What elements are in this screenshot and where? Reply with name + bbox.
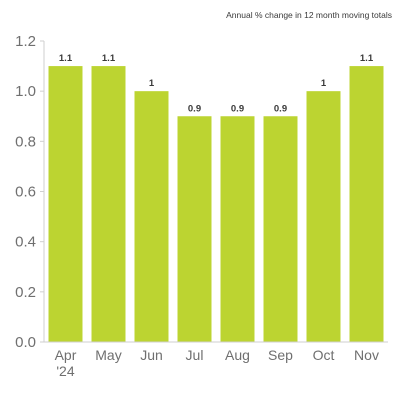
chart-subtitle: Annual % change in 12 month moving total… xyxy=(226,10,392,20)
y-tick-label: 0.6 xyxy=(15,184,36,201)
x-tick-label: Oct xyxy=(313,347,335,363)
data-label: 1 xyxy=(149,78,155,89)
data-label: 1.1 xyxy=(360,53,374,64)
bars-group: 1.1 1.1 1 0.9 0.9 0.9 1 1.1 xyxy=(48,53,384,343)
bar xyxy=(177,116,212,342)
x-tick-label: Aug xyxy=(225,347,250,363)
data-label: 0.9 xyxy=(231,103,244,114)
x-tick-label: Sep xyxy=(268,347,293,363)
x-tick-label: Nov xyxy=(354,347,379,363)
data-label: 1.1 xyxy=(102,53,116,64)
bar xyxy=(349,66,384,342)
bar xyxy=(134,91,169,343)
data-label: 0.9 xyxy=(274,103,287,114)
bar xyxy=(48,66,83,342)
y-tick-label: 0.2 xyxy=(15,284,36,301)
y-tick-label: 1.2 xyxy=(15,33,36,50)
x-tick-label: Jun xyxy=(140,347,163,363)
y-tick-label: 0.0 xyxy=(15,334,36,351)
y-axis: 0.0 0.2 0.4 0.6 0.8 1.0 1.2 xyxy=(15,33,45,351)
x-tick-label: Apr '24 xyxy=(55,347,77,379)
bar xyxy=(263,116,298,342)
x-tick-label: Jul xyxy=(186,347,204,363)
data-label: 0.9 xyxy=(188,103,201,114)
x-axis: Apr '24 May Jun Jul Aug Sep Oct Nov xyxy=(44,341,388,379)
data-label: 1.1 xyxy=(59,53,73,64)
bar xyxy=(220,116,255,342)
bar xyxy=(306,91,341,343)
y-tick-label: 1.0 xyxy=(15,83,36,100)
x-tick-label: May xyxy=(95,347,121,363)
data-label: 1 xyxy=(321,78,327,89)
y-tick-label: 0.4 xyxy=(15,234,36,251)
y-tick-label: 0.8 xyxy=(15,133,36,150)
bar xyxy=(91,66,126,342)
